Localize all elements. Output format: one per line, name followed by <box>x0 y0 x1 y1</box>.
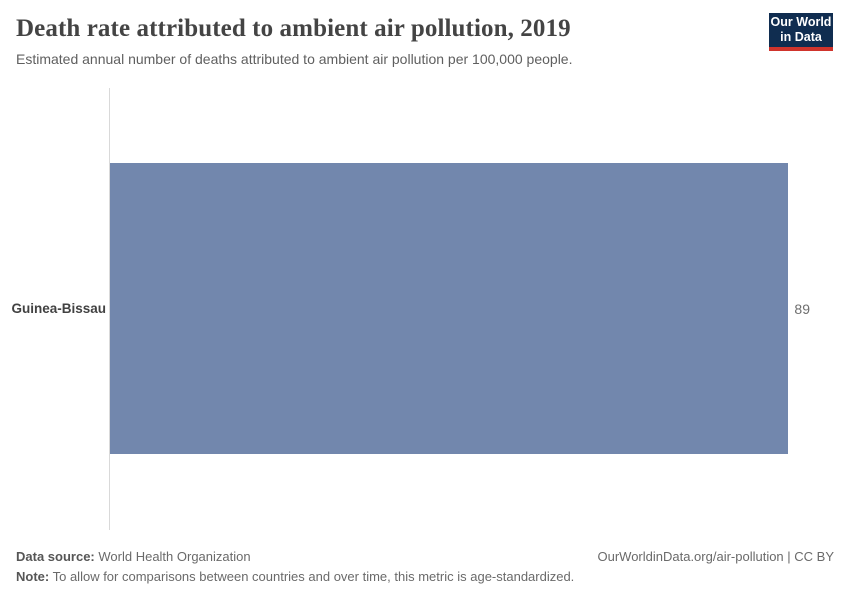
chart-header: Death rate attributed to ambient air pol… <box>16 0 834 68</box>
page-title: Death rate attributed to ambient air pol… <box>16 15 571 42</box>
note-line: Note: To allow for comparisons between c… <box>16 567 574 587</box>
note-value: To allow for comparisons between countri… <box>52 569 575 585</box>
bar-guinea-bissau[interactable] <box>110 163 789 454</box>
owid-url-link[interactable]: OurWorldinData.org/air-pollution | CC BY <box>597 549 834 564</box>
chart-footer: Data source: World Health Organization O… <box>16 547 834 587</box>
data-source-label: Data source: <box>16 549 95 564</box>
y-axis-line <box>109 88 110 530</box>
note-label: Note: <box>16 569 50 585</box>
bar-track: 89 <box>110 163 810 454</box>
owid-logo[interactable]: Our World in Data <box>769 13 833 51</box>
bar-category-label: Guinea-Bissau <box>11 301 106 316</box>
owid-logo-line1: Our World <box>770 15 832 30</box>
page-subtitle: Estimated annual number of deaths attrib… <box>16 51 573 67</box>
data-source-line: Data source: World Health Organization <box>16 547 251 567</box>
owid-logo-line2: in Data <box>780 30 822 44</box>
bar-value-label: 89 <box>794 300 810 317</box>
data-source-value: World Health Organization <box>98 549 251 564</box>
